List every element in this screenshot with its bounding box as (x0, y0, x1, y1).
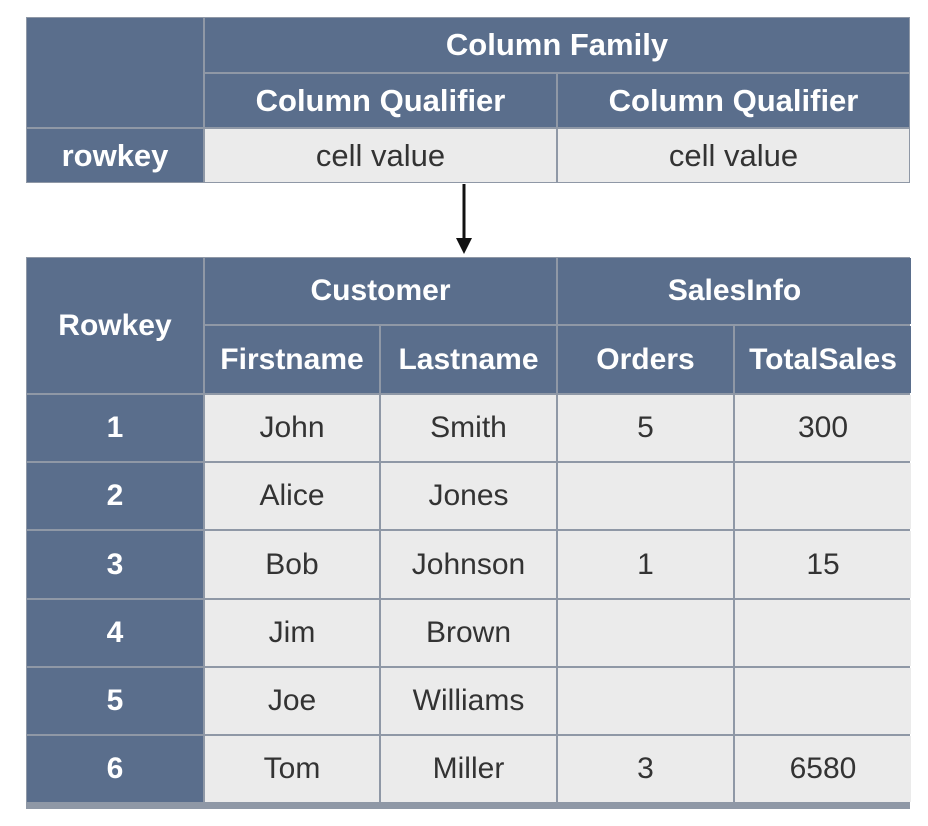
table-cell: Miller (381, 736, 556, 802)
table-cell: 3 (558, 736, 733, 802)
table-cell (558, 668, 733, 734)
schema-corner-cell (27, 18, 203, 127)
table-cell: 6580 (735, 736, 911, 802)
schema-table: Column Family Column Qualifier Column Qu… (26, 17, 910, 183)
table-cell (558, 600, 733, 666)
table-cell: Tom (205, 736, 379, 802)
cell-value: cell value (205, 129, 556, 182)
column-header-totalsales: TotalSales (735, 326, 911, 393)
table-cell: John (205, 395, 379, 461)
row-key: 6 (27, 736, 203, 802)
table-cell: Joe (205, 668, 379, 734)
table-cell: Bob (205, 531, 379, 598)
column-family-header: Column Family (205, 18, 909, 72)
table-cell: Alice (205, 463, 379, 529)
column-header-lastname: Lastname (381, 326, 556, 393)
column-qualifier-header: Column Qualifier (205, 74, 556, 127)
rowkey-label: rowkey (27, 129, 203, 182)
table-cell: Jones (381, 463, 556, 529)
family-header-salesinfo: SalesInfo (558, 258, 911, 324)
arrow-down-icon (456, 184, 472, 254)
column-qualifier-header: Column Qualifier (558, 74, 909, 127)
table-cell (735, 600, 911, 666)
row-key: 3 (27, 531, 203, 598)
table-cell: Brown (381, 600, 556, 666)
row-key: 4 (27, 600, 203, 666)
row-key: 5 (27, 668, 203, 734)
table-cell: Williams (381, 668, 556, 734)
data-table: Rowkey Customer SalesInfo Firstname Last… (26, 257, 911, 809)
column-header-firstname: Firstname (205, 326, 379, 393)
table-cell: Johnson (381, 531, 556, 598)
table-cell: 5 (558, 395, 733, 461)
family-header-customer: Customer (205, 258, 556, 324)
table-cell (735, 463, 911, 529)
table-cell: 15 (735, 531, 911, 598)
table-cell: Jim (205, 600, 379, 666)
table-cell: Smith (381, 395, 556, 461)
table-cell (735, 668, 911, 734)
cell-value: cell value (558, 129, 909, 182)
table-cell (558, 463, 733, 529)
column-header-orders: Orders (558, 326, 733, 393)
table-cell: 1 (558, 531, 733, 598)
rowkey-header: Rowkey (27, 258, 203, 393)
table-cell: 300 (735, 395, 911, 461)
row-key: 1 (27, 395, 203, 461)
row-key: 2 (27, 463, 203, 529)
